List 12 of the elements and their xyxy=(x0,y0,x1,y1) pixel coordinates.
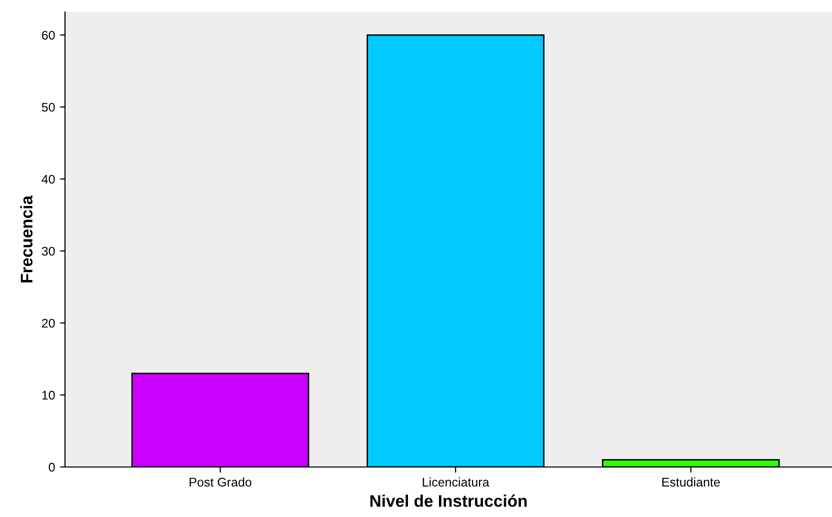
y-tick-label: 10 xyxy=(42,390,55,400)
y-axis-title: Frecuencia xyxy=(20,195,33,282)
y-tick-label: 60 xyxy=(42,30,55,40)
x-axis-title: Nivel de Instrucción xyxy=(370,494,527,507)
x-tick-label: Estudiante xyxy=(662,477,720,487)
x-tick-label: Post Grado xyxy=(190,477,252,487)
y-tick-label: 30 xyxy=(42,246,55,256)
y-tick-label: 0 xyxy=(48,462,55,472)
y-tick-label: 20 xyxy=(42,318,55,328)
x-tick-label: Licenciatura xyxy=(422,477,490,487)
y-tick-label: 40 xyxy=(42,174,55,184)
y-tick-label: 50 xyxy=(42,102,55,112)
